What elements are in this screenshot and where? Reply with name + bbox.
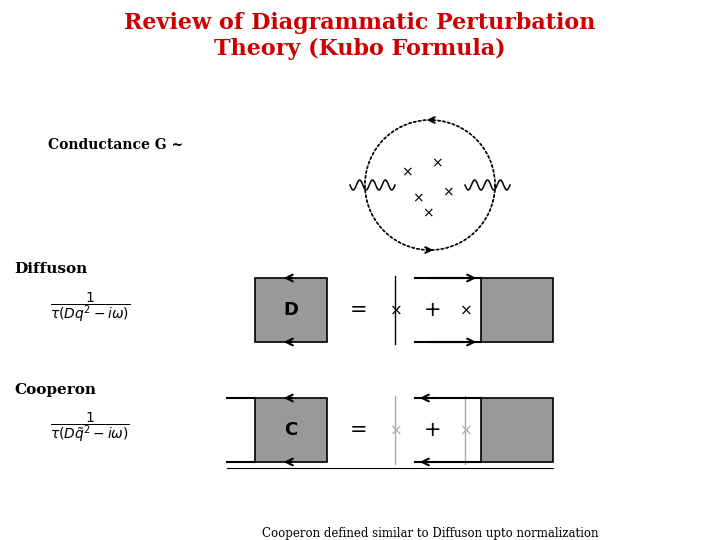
Text: =: =	[350, 300, 368, 320]
Text: C: C	[284, 421, 297, 439]
Text: $\times$: $\times$	[442, 185, 454, 199]
Text: =: =	[350, 420, 368, 440]
Text: $\times$: $\times$	[422, 206, 434, 220]
Bar	[481, 278, 553, 342]
Text: Cooperon: Cooperon	[14, 383, 96, 397]
Text: $\times$: $\times$	[401, 165, 413, 179]
Text: $\times$: $\times$	[459, 302, 472, 318]
Text: +: +	[424, 420, 442, 440]
Text: $\times$: $\times$	[389, 302, 401, 318]
Text: $\times$: $\times$	[412, 191, 424, 205]
Text: Cooperon defined similar to Diffuson upto normalization: Cooperon defined similar to Diffuson upt…	[262, 527, 598, 540]
Text: Conductance G ~: Conductance G ~	[48, 138, 183, 152]
Bar	[255, 278, 327, 342]
Text: $\dfrac{1}{\tau(D\tilde{q}^{2}-i\omega)}$: $\dfrac{1}{\tau(D\tilde{q}^{2}-i\omega)}…	[50, 410, 130, 444]
Bar	[255, 398, 327, 462]
Text: Diffuson: Diffuson	[14, 262, 87, 276]
Text: Review of Diagrammatic Perturbation: Review of Diagrammatic Perturbation	[125, 12, 595, 34]
Text: D: D	[284, 301, 299, 319]
Text: $\dfrac{1}{\tau(Dq^{2}-i\omega)}$: $\dfrac{1}{\tau(Dq^{2}-i\omega)}$	[50, 290, 130, 324]
Text: Theory (Kubo Formula): Theory (Kubo Formula)	[214, 38, 506, 60]
Text: $\times$: $\times$	[459, 422, 472, 437]
Text: +: +	[424, 300, 442, 320]
Text: $\times$: $\times$	[431, 156, 443, 170]
Bar	[481, 398, 553, 462]
Text: $\times$: $\times$	[389, 422, 401, 437]
